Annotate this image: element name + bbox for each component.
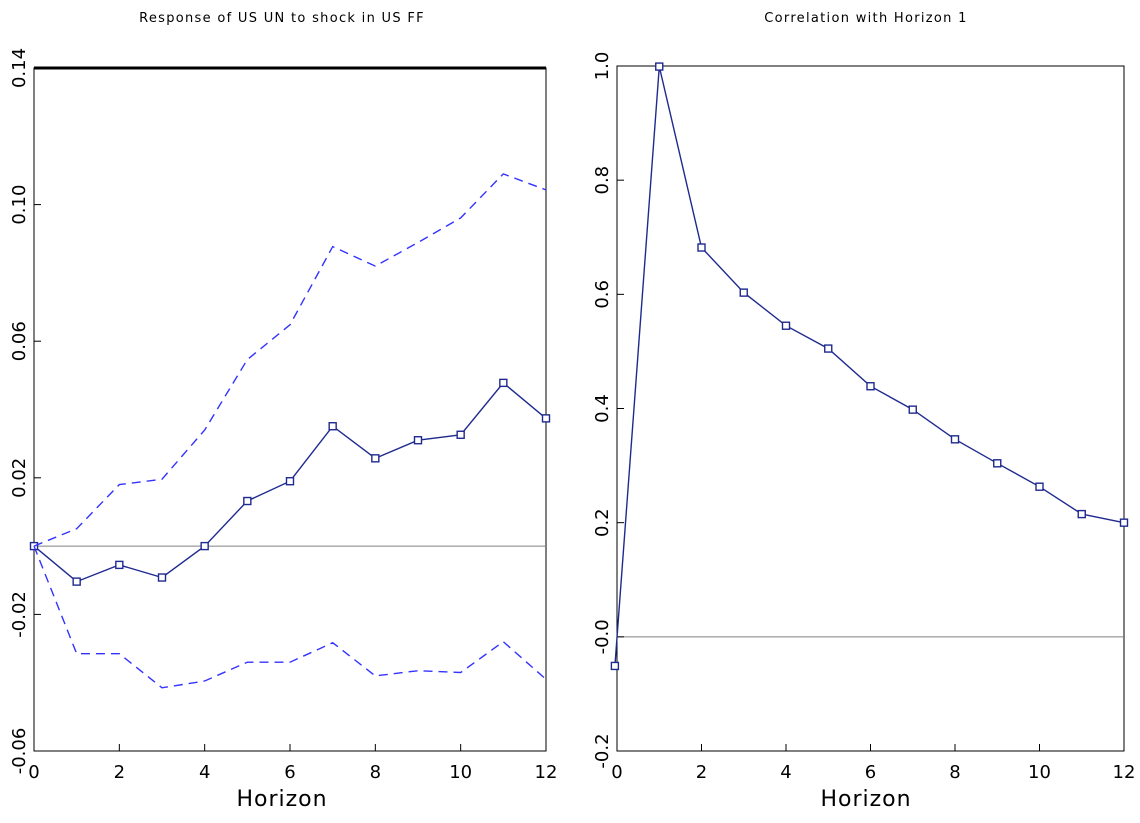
lower-band-line bbox=[33, 545, 547, 689]
data-point-marker bbox=[655, 62, 664, 71]
data-point-marker bbox=[1119, 518, 1129, 527]
x-tick-label: 8 bbox=[370, 762, 381, 783]
chart-panel-correlation: Correlation with Horizon 1 Horizon 0 2 4 6 8… bbox=[592, 11, 1135, 812]
data-point-marker bbox=[413, 436, 423, 445]
y-tick-label: 0.14 bbox=[9, 48, 30, 88]
data-point-marker bbox=[499, 378, 508, 388]
data-point-marker bbox=[950, 435, 960, 444]
y-tick-label: 0.4 bbox=[592, 394, 613, 423]
y-tick-label: -0.0 bbox=[592, 619, 613, 654]
chart-title: Response of US UN to shock in US FF bbox=[139, 11, 425, 26]
y-tick-label: -0.2 bbox=[592, 733, 613, 768]
y-tick-label: 0.02 bbox=[9, 458, 30, 498]
x-tick-label: 2 bbox=[696, 762, 707, 783]
upper-band-line bbox=[33, 173, 547, 547]
y-tick-label: -0.02 bbox=[9, 591, 30, 638]
x-tick-label: 10 bbox=[1028, 762, 1051, 783]
x-tick-label: 0 bbox=[611, 762, 622, 783]
x-tick-label: 12 bbox=[535, 762, 558, 783]
data-point-marker bbox=[285, 477, 295, 486]
data-point-marker bbox=[697, 243, 706, 252]
estimate-line bbox=[614, 66, 1125, 666]
x-tick-label: 12 bbox=[1113, 762, 1136, 783]
data-point-marker bbox=[866, 382, 875, 391]
x-tick-label: 0 bbox=[28, 762, 39, 783]
data-point-marker bbox=[739, 288, 748, 297]
data-point-marker bbox=[200, 541, 209, 551]
data-point-marker bbox=[157, 573, 167, 582]
data-point-marker bbox=[1035, 482, 1044, 491]
y-tick-label: -0.06 bbox=[9, 728, 30, 775]
data-point-marker bbox=[908, 405, 917, 414]
x-tick-label: 4 bbox=[199, 762, 210, 783]
x-tick-label: 4 bbox=[780, 762, 791, 783]
data-point-marker bbox=[993, 459, 1002, 468]
x-tick-label: 6 bbox=[865, 762, 876, 783]
data-point-marker bbox=[1077, 509, 1086, 519]
y-tick-label: 0.6 bbox=[592, 280, 613, 309]
data-point-marker bbox=[541, 414, 551, 423]
data-point-marker bbox=[781, 321, 791, 330]
x-axis-label: Horizon bbox=[236, 787, 327, 812]
y-tick-label: 0.8 bbox=[592, 166, 613, 195]
data-point-marker bbox=[456, 430, 465, 439]
chart-title: Correlation with Horizon 1 bbox=[764, 11, 967, 26]
data-point-marker bbox=[243, 496, 252, 506]
plot-frame bbox=[33, 67, 547, 752]
data-point-marker bbox=[371, 454, 380, 463]
chart-panel-irf: Response of US UN to shock in US FF Hori… bbox=[9, 11, 557, 812]
x-axis-label: Horizon bbox=[820, 787, 911, 812]
y-tick-label: 0.10 bbox=[9, 185, 30, 225]
data-point-marker bbox=[824, 344, 833, 353]
y-tick-label: 0.06 bbox=[9, 321, 30, 361]
y-tick-label: 1.0 bbox=[592, 52, 613, 81]
x-tick-label: 10 bbox=[449, 762, 472, 783]
data-point-marker bbox=[610, 661, 620, 671]
data-point-marker bbox=[115, 560, 124, 570]
x-tick-label: 6 bbox=[284, 762, 295, 783]
x-tick-label: 8 bbox=[949, 762, 960, 783]
x-tick-label: 2 bbox=[114, 762, 125, 783]
plot-frame bbox=[616, 65, 1125, 752]
data-point-marker bbox=[72, 577, 81, 586]
data-point-marker bbox=[328, 422, 337, 431]
y-tick-label: 0.2 bbox=[592, 508, 613, 537]
